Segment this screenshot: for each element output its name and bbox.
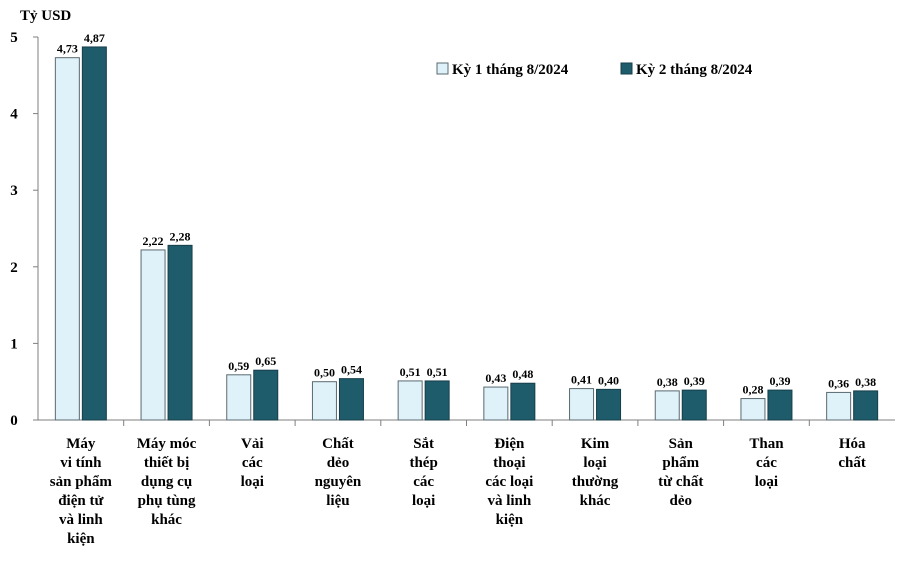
category-label: dẻo <box>670 493 693 509</box>
category-label: Điện <box>494 436 525 452</box>
data-label-series2: 0,65 <box>255 354 276 368</box>
category-label: các <box>242 455 263 471</box>
y-tick-label: 3 <box>10 183 18 199</box>
data-label-series2: 0,39 <box>769 374 790 388</box>
category-label: khác <box>151 512 182 528</box>
bar-series2 <box>681 389 707 421</box>
category-label: kiện <box>496 512 524 528</box>
bar-series1 <box>569 388 595 421</box>
data-label-series2: 0,39 <box>684 374 705 388</box>
y-tick-label: 1 <box>10 336 18 352</box>
category-label: liệu <box>326 493 349 509</box>
data-label-series2: 2,28 <box>170 229 191 243</box>
bar-series2 <box>424 380 450 421</box>
category-label: và linh <box>59 512 103 528</box>
category-label: sản phẩm <box>50 474 113 490</box>
category-label: thép <box>409 455 437 471</box>
category-label: Sắt <box>413 436 434 452</box>
bar-series2 <box>853 390 879 421</box>
category-label: Vải <box>241 436 264 452</box>
category-label: Than <box>749 436 784 452</box>
legend-label-series1: Kỳ 1 tháng 8/2024 <box>452 62 569 78</box>
category-label: các loại <box>485 474 533 490</box>
category-label: nguyên <box>315 474 362 490</box>
category-label: loại <box>412 493 435 509</box>
data-label-series2: 0,51 <box>427 365 448 379</box>
data-label-series1: 0,43 <box>485 371 506 385</box>
data-label-series1: 2,22 <box>143 234 164 248</box>
bar-series1 <box>226 374 252 421</box>
bar-series1 <box>140 249 166 421</box>
category-label: các <box>756 455 777 471</box>
data-label-series1: 0,36 <box>828 376 849 390</box>
y-tick-label: 5 <box>10 30 18 46</box>
data-label-series1: 0,51 <box>400 365 421 379</box>
category-label: và linh <box>487 493 531 509</box>
category-label: dẻo <box>327 455 350 471</box>
bar-series1 <box>397 380 423 421</box>
bar-series2 <box>338 378 364 421</box>
legend-swatch-series2 <box>620 62 633 75</box>
data-label-series2: 0,48 <box>512 367 533 381</box>
bar-series1 <box>740 398 766 421</box>
category-label: khác <box>580 493 611 509</box>
category-label: loại <box>583 455 606 471</box>
data-label-series2: 0,54 <box>341 363 362 377</box>
category-label: thiết bị <box>144 455 189 471</box>
category-label: dụng cụ <box>141 474 192 490</box>
data-label-series2: 4,87 <box>84 31 105 45</box>
category-label: Hóa <box>839 436 866 452</box>
data-label-series1: 0,50 <box>314 366 335 380</box>
legend: Kỳ 1 tháng 8/2024 Kỳ 2 tháng 8/2024 <box>436 62 753 78</box>
data-label-series1: 0,38 <box>657 375 678 389</box>
y-tick-label: 4 <box>10 107 18 123</box>
data-label-series1: 4,73 <box>57 42 78 56</box>
bar-series2 <box>253 369 279 421</box>
data-label-series1: 0,59 <box>228 359 249 373</box>
data-label-series1: 0,41 <box>571 373 592 387</box>
category-label: Máy <box>66 436 96 452</box>
y-tick-label: 0 <box>10 413 18 429</box>
bar-series1 <box>826 391 852 421</box>
bar-series2 <box>510 382 536 421</box>
bar-series1 <box>54 57 80 421</box>
category-label: phẩm <box>662 455 699 471</box>
bar-series1 <box>483 386 509 421</box>
category-label: điện tử <box>58 493 104 509</box>
y-tick-label: 2 <box>10 260 18 276</box>
bar-series2 <box>596 388 622 421</box>
legend-swatch-series1 <box>436 62 449 75</box>
category-label: kiện <box>67 531 95 547</box>
bar-series2 <box>167 244 193 421</box>
category-label: từ chất <box>658 474 703 490</box>
category-label: Kim <box>581 436 610 452</box>
category-label: vi tính <box>60 455 102 471</box>
y-axis-unit-label: Tỷ USD <box>20 8 71 24</box>
category-label: các <box>413 474 434 490</box>
category-label: loại <box>241 474 264 490</box>
bar-series2 <box>767 389 793 421</box>
category-label: Máy móc <box>137 436 197 452</box>
legend-label-series2: Kỳ 2 tháng 8/2024 <box>636 62 753 78</box>
data-label-series2: 0,40 <box>598 373 619 387</box>
category-label: thường <box>572 474 619 490</box>
category-label: phụ tùng <box>138 493 196 509</box>
category-label: loại <box>755 474 778 490</box>
category-label: thoại <box>493 455 526 471</box>
category-label: Chất <box>322 436 354 452</box>
category-label: Sản <box>669 436 694 452</box>
data-label-series1: 0,28 <box>742 383 763 397</box>
category-label: chất <box>838 455 866 471</box>
bar-series1 <box>654 390 680 421</box>
data-label-series2: 0,38 <box>855 375 876 389</box>
bar-series2 <box>81 46 107 421</box>
bar-series1 <box>311 381 337 421</box>
